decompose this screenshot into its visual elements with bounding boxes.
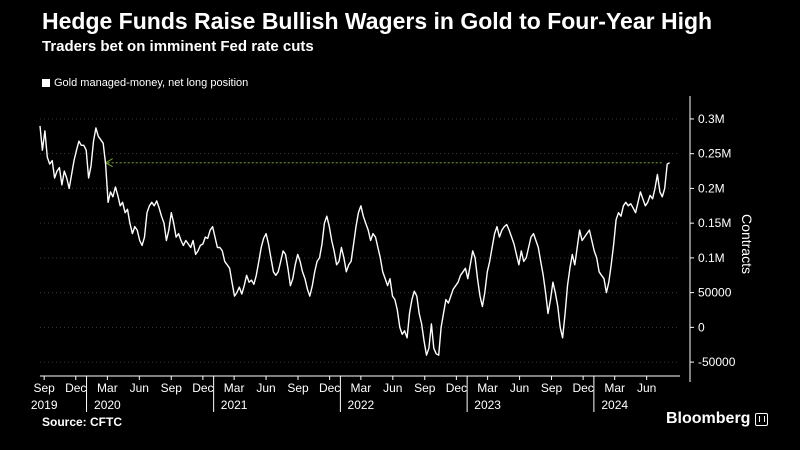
legend-swatch-icon xyxy=(42,79,50,87)
x-tick-label: Jun xyxy=(510,381,529,395)
series-line xyxy=(39,125,670,356)
y-axis: 0.3M 0.25M 0.2M 0.15M 0.1M 50000 0 -50000 xyxy=(689,96,736,382)
y-tick-label: 0.1M xyxy=(698,251,725,265)
x-tick-label: Jun xyxy=(130,381,149,395)
x-axis: Sep Dec Mar Jun Sep Dec Mar Jun Sep Dec Mar Jun Sep D… xyxy=(31,375,680,412)
y-tick-label: 0 xyxy=(698,320,705,334)
x-tick-label: Dec xyxy=(319,381,340,395)
x-tick-label: Jun xyxy=(256,381,275,395)
x-year-label: 2023 xyxy=(474,398,501,412)
x-tick-label: Dec xyxy=(192,381,213,395)
x-tick-label: Sep xyxy=(33,381,55,395)
x-tick-label: Mar xyxy=(477,381,498,395)
bloomberg-terminal-icon xyxy=(755,412,769,426)
y-tick-label: 0.2M xyxy=(698,181,725,195)
y-axis-label: Contracts xyxy=(739,214,755,274)
y-tick-label: 0.15M xyxy=(698,216,731,230)
x-year-label: 2021 xyxy=(221,398,248,412)
reference-arrow xyxy=(104,158,664,168)
brand-logo: Bloomberg xyxy=(666,410,769,428)
y-tick-label: 50000 xyxy=(698,286,732,300)
x-tick-label: Sep xyxy=(287,381,309,395)
x-tick-label: Dec xyxy=(572,381,593,395)
brand-name: Bloomberg xyxy=(666,410,751,427)
x-year-label: 2019 xyxy=(31,398,58,412)
y-tick-label: -50000 xyxy=(698,355,736,369)
legend-label: Gold managed-money, net long position xyxy=(54,77,249,89)
x-tick-label: Jun xyxy=(383,381,402,395)
x-tick-label: Dec xyxy=(446,381,467,395)
grid-lines xyxy=(40,118,680,363)
x-year-label: 2022 xyxy=(348,398,375,412)
source-note: Source: CFTC xyxy=(42,415,123,429)
x-tick-label: Mar xyxy=(97,381,118,395)
x-tick-label: Sep xyxy=(161,381,183,395)
y-tick-label: 0.25M xyxy=(698,147,731,161)
x-tick-label: Sep xyxy=(414,381,436,395)
y-tick-label: 0.3M xyxy=(698,112,725,126)
x-year-label: 2020 xyxy=(94,398,121,412)
legend: Gold managed-money, net long position xyxy=(42,77,248,89)
x-tick-label: Mar xyxy=(224,381,245,395)
x-tick-label: Dec xyxy=(65,381,86,395)
x-tick-label: Mar xyxy=(604,381,625,395)
x-year-label: 2024 xyxy=(601,398,628,412)
chart-title: Hedge Funds Raise Bullish Wagers in Gold… xyxy=(42,8,713,34)
x-tick-label: Jun xyxy=(637,381,656,395)
plot-area xyxy=(39,125,670,356)
x-tick-label: Mar xyxy=(351,381,372,395)
x-tick-label: Sep xyxy=(541,381,563,395)
chart-subtitle: Traders bet on imminent Fed rate cuts xyxy=(42,38,314,55)
